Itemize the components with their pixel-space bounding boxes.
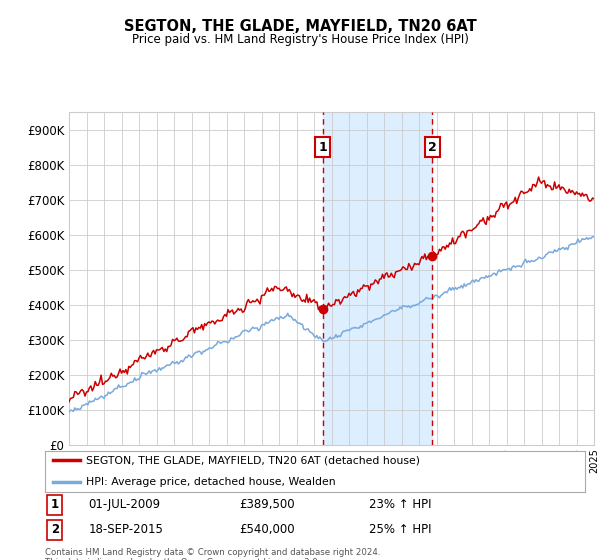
- Text: 1: 1: [50, 498, 59, 511]
- Text: £540,000: £540,000: [239, 523, 295, 536]
- Text: 2: 2: [428, 141, 437, 153]
- Text: 23% ↑ HPI: 23% ↑ HPI: [369, 498, 431, 511]
- Text: 1: 1: [319, 141, 327, 153]
- Text: Contains HM Land Registry data © Crown copyright and database right 2024.
This d: Contains HM Land Registry data © Crown c…: [45, 548, 380, 560]
- Bar: [323, 112, 432, 445]
- Text: HPI: Average price, detached house, Wealden: HPI: Average price, detached house, Weal…: [86, 477, 335, 487]
- Text: 18-SEP-2015: 18-SEP-2015: [88, 523, 163, 536]
- Text: SEGTON, THE GLADE, MAYFIELD, TN20 6AT: SEGTON, THE GLADE, MAYFIELD, TN20 6AT: [124, 20, 476, 34]
- Text: Price paid vs. HM Land Registry's House Price Index (HPI): Price paid vs. HM Land Registry's House …: [131, 32, 469, 46]
- Text: £389,500: £389,500: [239, 498, 295, 511]
- Text: 25% ↑ HPI: 25% ↑ HPI: [369, 523, 431, 536]
- Text: 2: 2: [50, 523, 59, 536]
- Text: SEGTON, THE GLADE, MAYFIELD, TN20 6AT (detached house): SEGTON, THE GLADE, MAYFIELD, TN20 6AT (d…: [86, 455, 419, 465]
- Text: 01-JUL-2009: 01-JUL-2009: [88, 498, 160, 511]
